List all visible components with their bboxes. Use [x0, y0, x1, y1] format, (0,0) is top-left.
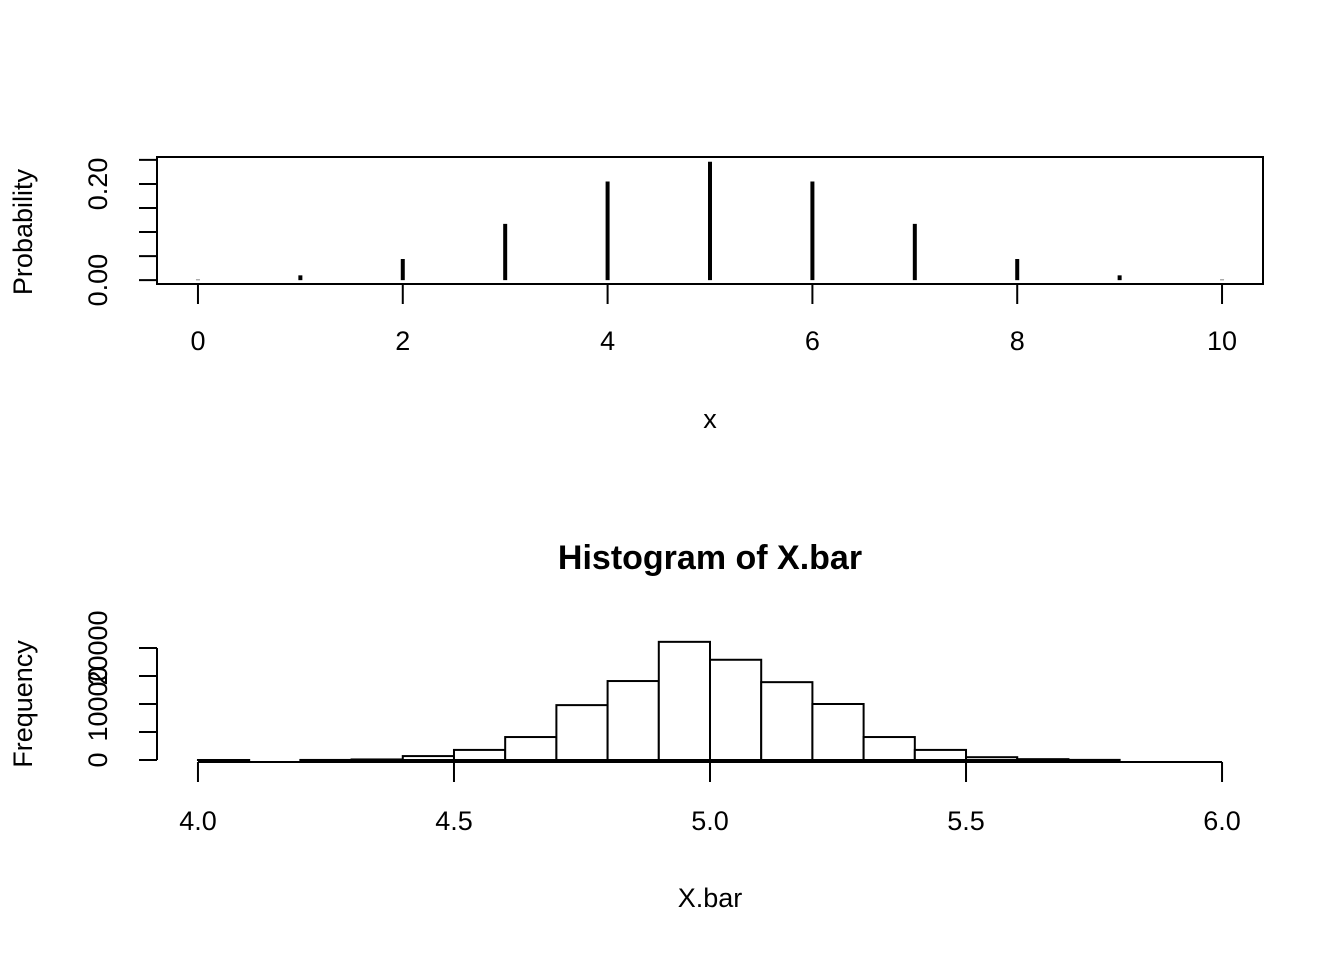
histogram-bar — [709, 658, 763, 762]
x-tick-label: 6 — [805, 326, 820, 356]
y-axis-label: Frequency — [8, 640, 38, 768]
y-tick-label: 0.20 — [83, 158, 113, 211]
histogram-bar — [401, 755, 455, 762]
histogram-bar — [657, 640, 712, 762]
x-tick-label: 0 — [190, 326, 205, 356]
histogram-bar — [350, 758, 404, 762]
histogram-bar — [504, 736, 558, 761]
x-tick-label: 4.5 — [435, 806, 473, 836]
y-tick-label: 0.00 — [83, 254, 113, 307]
histogram-bar — [913, 748, 968, 761]
histogram-bar — [811, 703, 865, 761]
y-tick-label: 20000 — [83, 610, 113, 685]
histogram-bar — [862, 736, 916, 761]
histogram-bar — [1016, 758, 1070, 761]
histogram-bar — [452, 748, 507, 761]
y-axis-label: Probability — [8, 169, 38, 296]
x-tick-label: 5.5 — [947, 806, 985, 836]
histogram-bar — [760, 681, 814, 761]
y-tick-label: 0 — [83, 752, 113, 767]
x-tick-label: 4.0 — [179, 806, 217, 836]
x-tick-label: 6.0 — [1203, 806, 1241, 836]
x-tick-label: 5.0 — [691, 806, 729, 836]
x-axis-label: x — [703, 404, 717, 434]
histogram-bar — [965, 756, 1019, 762]
y-tick-label: 10000 — [83, 666, 113, 741]
x-tick-label: 8 — [1010, 326, 1025, 356]
x-tick-label: 10 — [1207, 326, 1237, 356]
x-axis-label: X.bar — [678, 883, 743, 913]
histogram-bar — [606, 680, 660, 761]
chart-title: Histogram of X.bar — [558, 539, 862, 577]
histogram-bar — [555, 704, 609, 761]
x-tick-label: 4 — [600, 326, 615, 356]
x-tick-label: 2 — [395, 326, 410, 356]
